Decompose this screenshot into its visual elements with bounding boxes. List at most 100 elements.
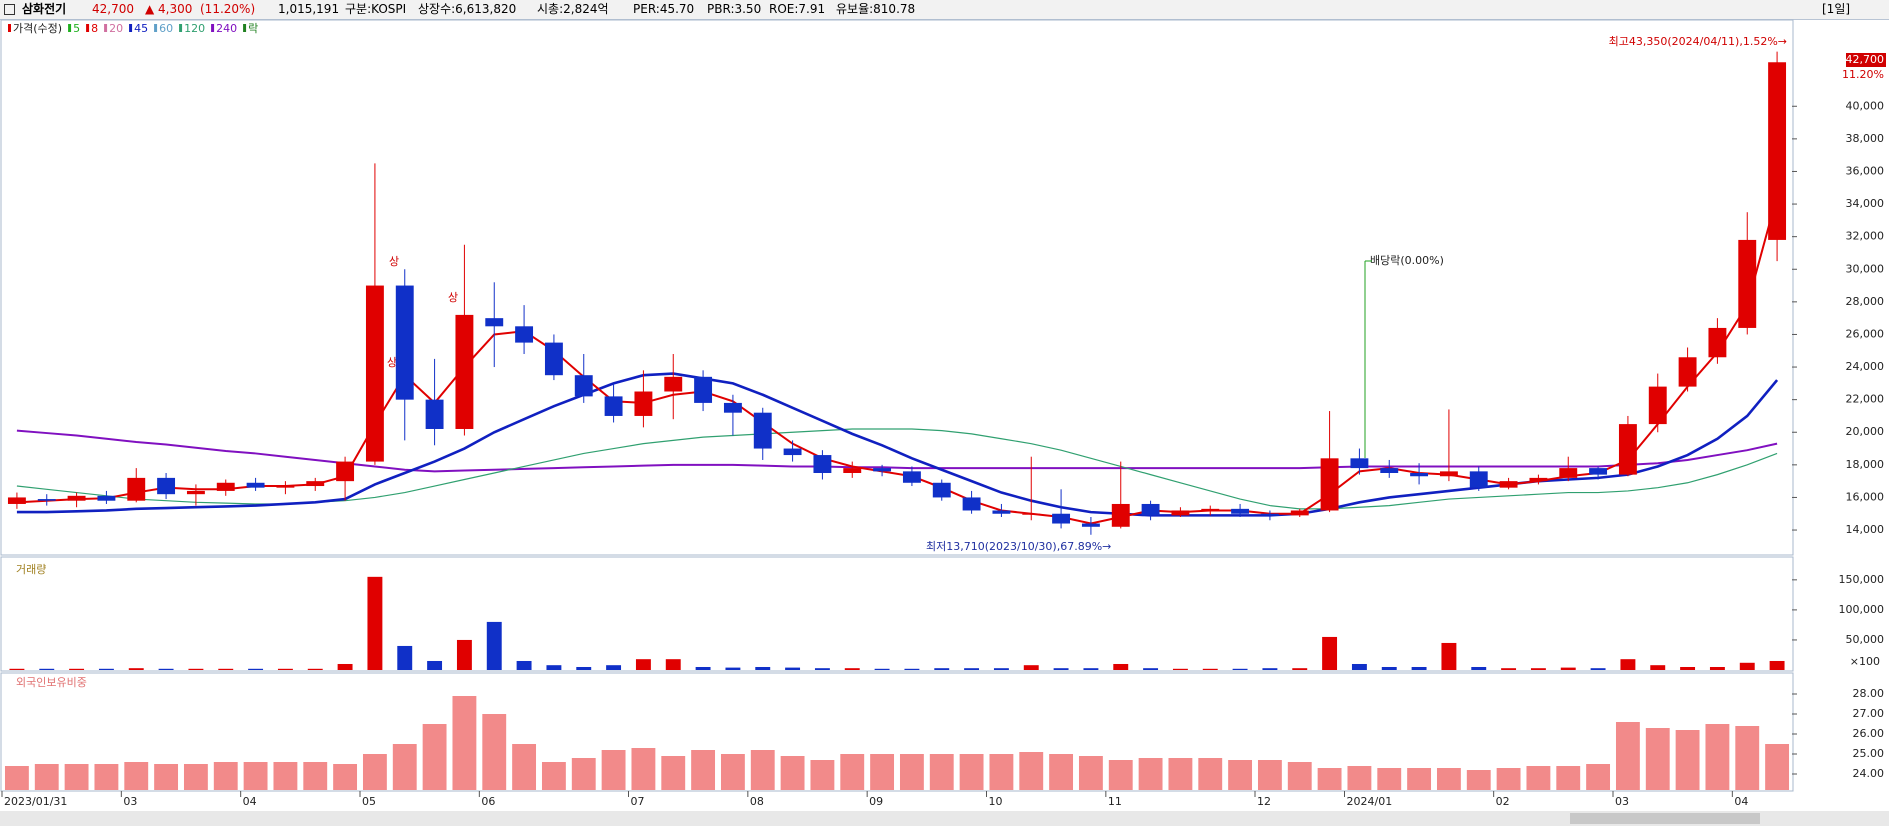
legend-marker [104, 24, 108, 32]
candle-body [1260, 513, 1279, 516]
candle-body [604, 396, 623, 416]
candle-body [1111, 503, 1130, 527]
candle-body [395, 285, 414, 400]
x-tick-label: 2023/01/31 [4, 795, 67, 808]
bar [1262, 668, 1278, 670]
x-tick-label: 12 [1257, 795, 1271, 808]
candle-body [843, 468, 862, 473]
bar [1322, 636, 1338, 670]
bar [1108, 760, 1133, 790]
limit-up-mark: 상 [448, 291, 458, 304]
legend-label: 120 [184, 22, 205, 35]
candle-body [336, 461, 355, 482]
bar [844, 668, 860, 670]
bar [337, 663, 353, 670]
bar [1049, 754, 1074, 790]
candle-body [723, 402, 742, 413]
roe: ROE:7.91 [769, 2, 826, 16]
bar [840, 754, 865, 790]
price-panel [0, 19, 1794, 556]
candle-body [276, 486, 295, 488]
bar [1735, 726, 1760, 790]
bar [780, 756, 805, 790]
legend-label: 45 [134, 22, 148, 35]
legend-label: 락 [248, 22, 258, 35]
bar [34, 764, 59, 790]
y-tick-label: 14,000 [1846, 523, 1885, 536]
bar [576, 666, 592, 670]
change-pct: (11.20%) [200, 2, 256, 16]
checkbox[interactable] [4, 4, 15, 15]
bar [1292, 668, 1308, 670]
x-tick-label: 05 [362, 795, 376, 808]
candle-body [1768, 62, 1787, 240]
legend-marker [211, 24, 215, 32]
per: PER:45.70 [633, 2, 695, 16]
bar [1168, 758, 1193, 790]
y-tick-label: 36,000 [1846, 164, 1885, 177]
stock-name: 삼화전기 [22, 2, 67, 16]
y-tick-label: 30,000 [1846, 262, 1885, 275]
x-tick-label: 04 [1734, 795, 1748, 808]
bar [1019, 752, 1044, 790]
y-tick-label: 25.00 [1853, 747, 1885, 760]
bar [691, 750, 716, 790]
bar [1202, 668, 1218, 670]
candle-body [664, 376, 683, 392]
bar [571, 758, 596, 790]
candle-body [1708, 327, 1727, 358]
bar [929, 754, 954, 790]
bar [188, 668, 204, 670]
bar [1138, 758, 1163, 790]
candle-body [455, 314, 474, 429]
candle-body [1410, 472, 1429, 477]
candle-body [1171, 510, 1190, 516]
bar [1496, 768, 1521, 790]
bar [814, 668, 830, 670]
bar [720, 754, 745, 790]
bar [482, 714, 507, 790]
bar [1441, 642, 1457, 670]
bar [959, 754, 984, 790]
bar [1675, 730, 1700, 790]
y-tick-label: 34,000 [1846, 197, 1885, 210]
candle-body [1380, 468, 1399, 473]
bar [243, 762, 268, 790]
bar [392, 744, 417, 790]
candle-body [1559, 468, 1578, 478]
legend-label: 가격(수정) [13, 22, 62, 35]
scrollbar[interactable] [1570, 813, 1760, 824]
candle-body [246, 482, 265, 488]
candle-body [1290, 510, 1309, 516]
y-tick-label: 26,000 [1846, 327, 1885, 340]
bar [124, 762, 149, 790]
bar [1436, 768, 1461, 790]
bar [1078, 756, 1103, 790]
change: ▲ 4,300 [145, 2, 193, 16]
bar [397, 645, 413, 670]
bar [631, 748, 656, 790]
y-tick-label: 24.00 [1853, 767, 1885, 780]
bar [661, 756, 686, 790]
price-tag-label: 42,700 [1846, 53, 1885, 66]
limit-up-mark: 상 [387, 356, 397, 369]
y-tick-label: 150,000 [1839, 573, 1885, 586]
candle-body [544, 342, 563, 376]
bar [1556, 766, 1581, 790]
legend-marker [243, 24, 247, 32]
period[interactable]: [1일] [1822, 2, 1851, 16]
bar [785, 667, 801, 670]
x-tick-label: 04 [243, 795, 257, 808]
bar [1739, 662, 1755, 670]
bar [1257, 760, 1282, 790]
bar [273, 762, 298, 790]
candle-body [127, 477, 146, 501]
bar [39, 668, 55, 670]
y-tick-label: 38,000 [1846, 132, 1885, 145]
y-tick-label: 50,000 [1846, 633, 1885, 646]
candle-body [813, 455, 832, 473]
bar [362, 754, 387, 790]
legend-label: 5 [73, 22, 80, 35]
bar [98, 668, 114, 670]
y-tick-label: 100,000 [1839, 603, 1885, 616]
